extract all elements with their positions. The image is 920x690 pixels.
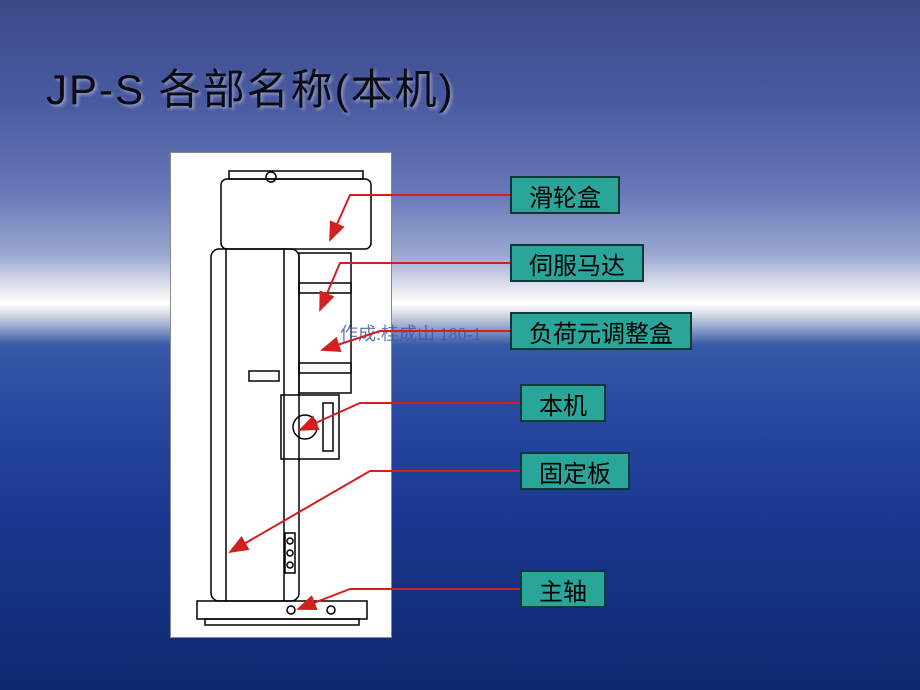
machine-diagram: [170, 152, 392, 638]
label-fix-plate: 固定板: [520, 452, 630, 490]
label-load-adjust: 负荷元调整盒: [510, 312, 692, 350]
label-servo-motor: 伺服马达: [510, 244, 644, 282]
author-watermark: 作成:桂成山 180-1: [340, 320, 482, 346]
label-main-shaft: 主轴: [520, 570, 606, 608]
label-main-body: 本机: [520, 384, 606, 422]
machine-line-drawing: [171, 153, 393, 639]
label-pulley-box: 滑轮盒: [510, 176, 620, 214]
slide-title: JP-S 各部名称(本机): [46, 56, 455, 117]
